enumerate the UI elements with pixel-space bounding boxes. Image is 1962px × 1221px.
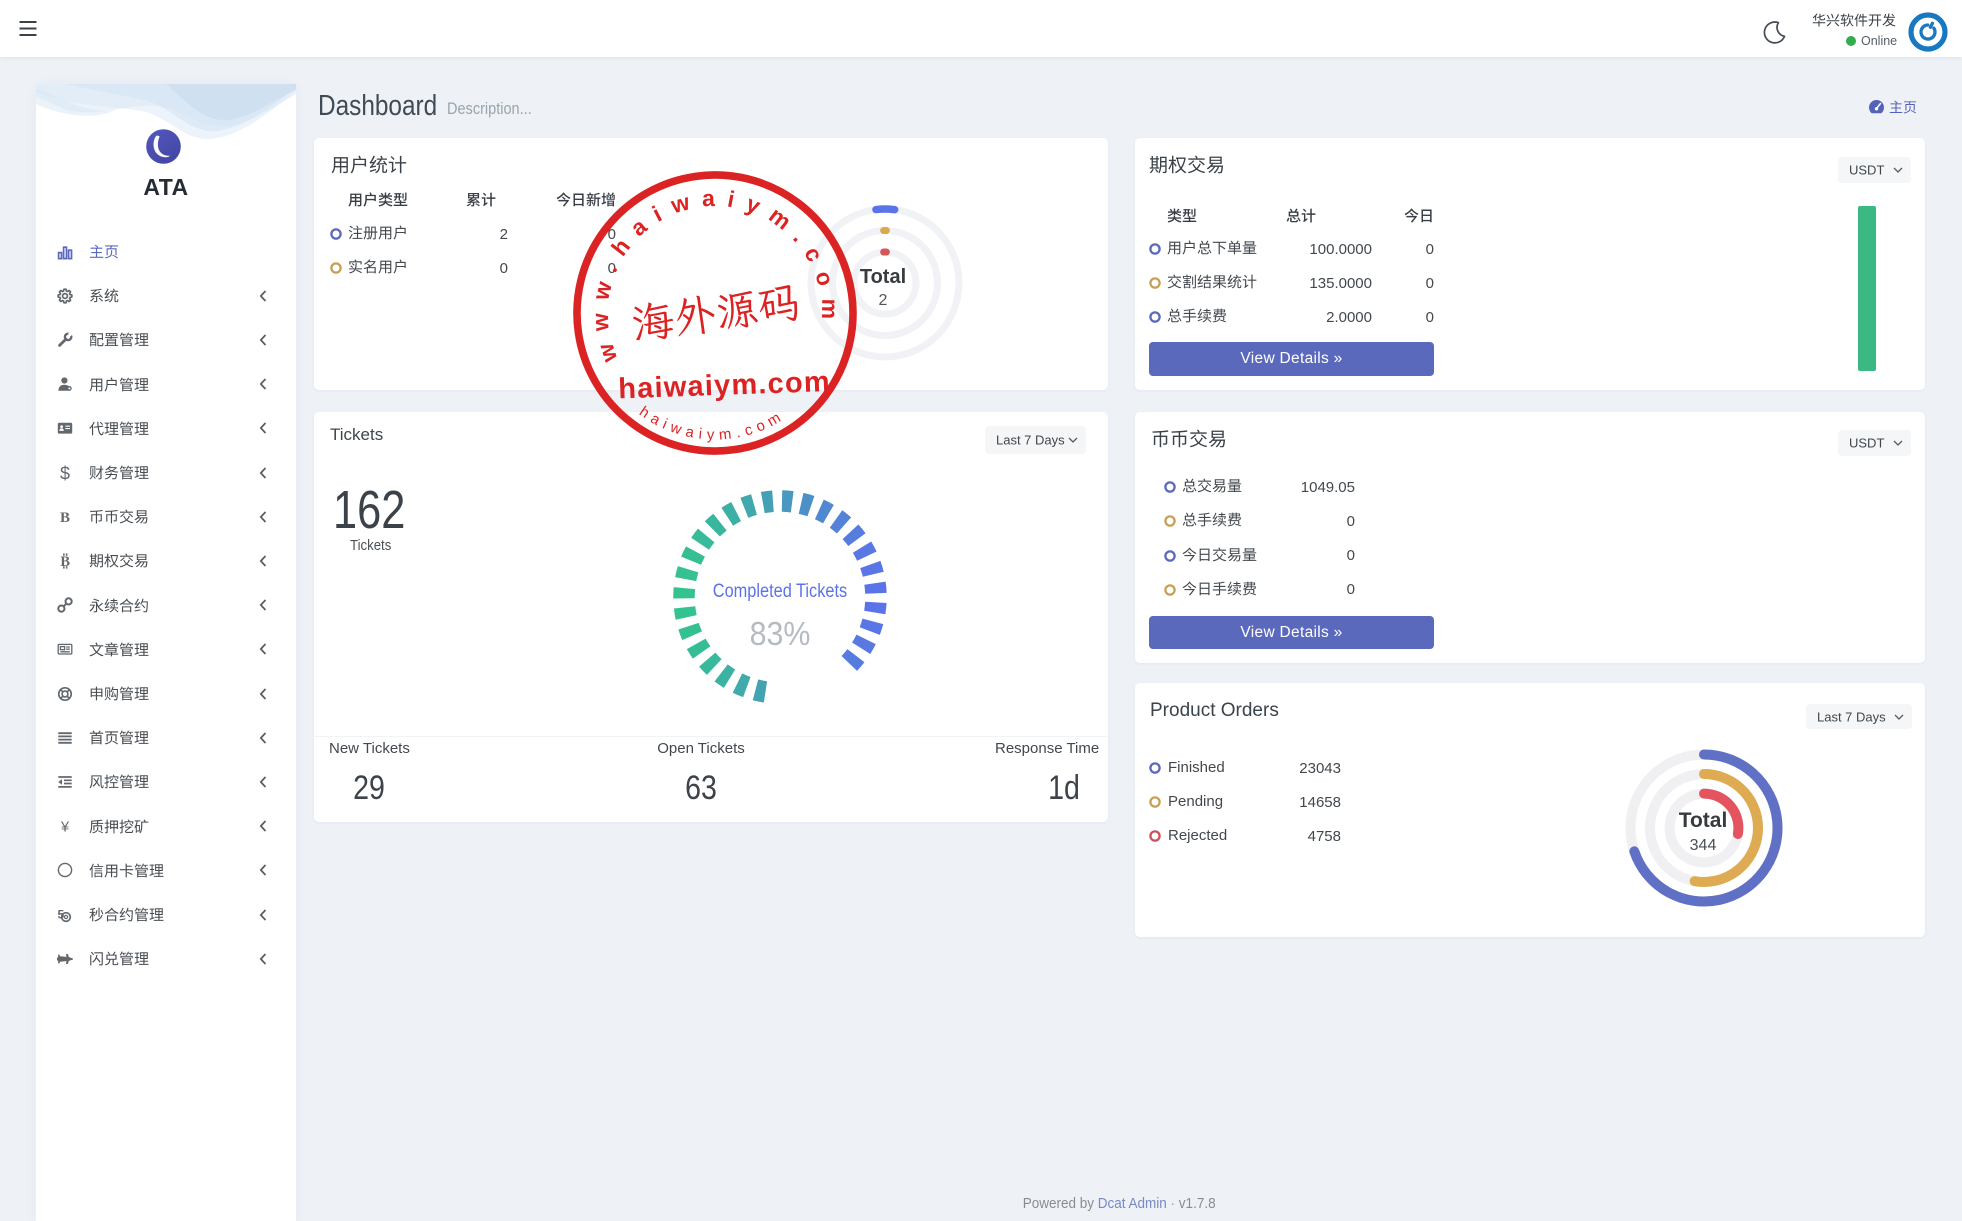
svg-text:$: $ — [60, 465, 70, 481]
svg-text:B: B — [60, 510, 70, 525]
svg-text:5: 5 — [58, 907, 65, 921]
svg-text:haiwaiym.com: haiwaiym.com — [618, 366, 832, 405]
svg-text:www.haiwaiym.com: www.haiwaiym.com — [569, 168, 847, 368]
svg-text:B: B — [60, 554, 70, 569]
svg-text:¥: ¥ — [60, 819, 70, 834]
